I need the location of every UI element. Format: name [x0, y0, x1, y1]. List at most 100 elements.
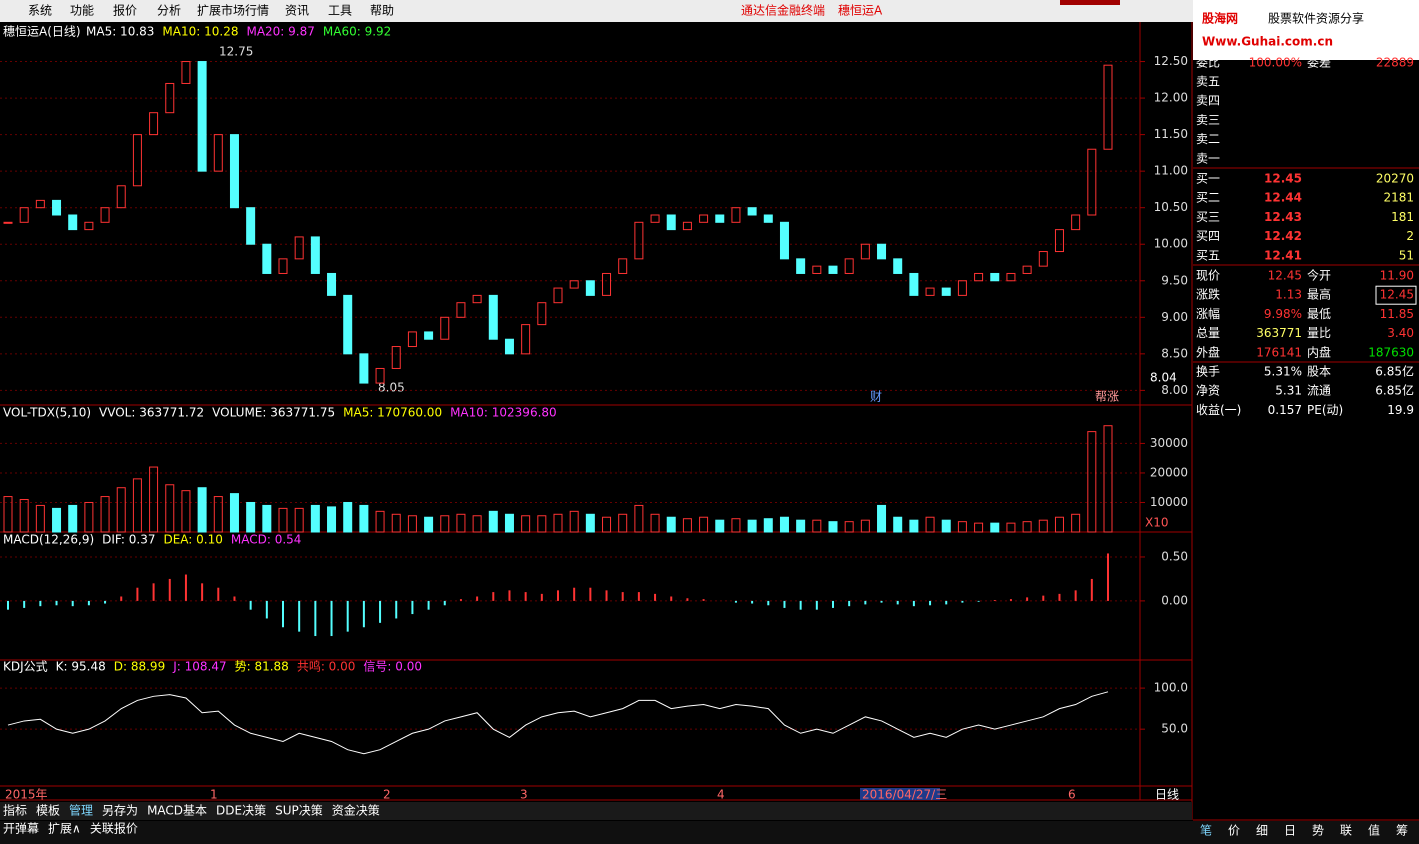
volume-bar	[116, 487, 126, 533]
candle	[213, 134, 223, 172]
menu-item[interactable]: 工具	[328, 4, 352, 18]
legend-text: VOLUME: 363771.75	[212, 406, 335, 420]
bottom-link[interactable]: 开弹幕	[3, 822, 39, 836]
cursor-price: 8.04	[1150, 371, 1177, 385]
candle	[747, 207, 757, 216]
watermark-url: Www.Guhai.com.cn	[1202, 35, 1333, 49]
volume-bar	[893, 516, 903, 533]
y-tick-label: 10.00	[1154, 237, 1188, 251]
y-tick-label: 11.50	[1154, 127, 1188, 141]
tab[interactable]: 资金决策	[332, 803, 380, 818]
quote-cell: 11.90	[1380, 269, 1414, 283]
menu-item[interactable]: 系统	[28, 4, 52, 18]
volume-bar	[213, 496, 223, 533]
x-tick-label: 6	[1068, 788, 1076, 802]
quote-cell: 3.40	[1387, 326, 1414, 340]
quote-cell: 5.31	[1275, 384, 1302, 398]
candle	[504, 338, 514, 355]
menu-item[interactable]: 帮助	[370, 4, 394, 18]
tab[interactable]: MACD基本	[147, 804, 207, 818]
candle	[1038, 251, 1048, 267]
tab[interactable]: DDE决策	[216, 804, 266, 818]
tab[interactable]: 管理	[69, 803, 93, 818]
y-tick-label: 12.00	[1154, 91, 1188, 105]
volume-bar	[1054, 516, 1064, 533]
volume-bar	[1022, 521, 1032, 533]
volume-bar	[504, 513, 514, 533]
menu-item[interactable]: 分析	[157, 4, 181, 18]
quote-cell: 股本	[1307, 365, 1331, 379]
candle	[731, 207, 741, 223]
candle	[844, 258, 854, 274]
buy-volume: 51	[1399, 248, 1414, 262]
candle	[19, 207, 29, 223]
volume-bar	[19, 499, 29, 533]
volume-bar	[327, 506, 337, 533]
legend-text: MA10: 10.28	[162, 25, 238, 39]
candle	[1087, 148, 1097, 216]
y-tick-label: 50.0	[1161, 722, 1188, 736]
candle	[407, 331, 417, 348]
volume-bar	[699, 516, 709, 533]
side-tab[interactable]: 联	[1340, 824, 1352, 838]
volume-bar	[278, 507, 288, 533]
x-tick-label: 3	[520, 788, 528, 802]
buy-label: 买三	[1196, 210, 1220, 224]
bottom-link[interactable]: 关联报价	[90, 821, 138, 836]
unit-label: X10	[1145, 516, 1169, 530]
candle	[941, 287, 951, 296]
chart-title: 穗恒运A(日线)	[3, 25, 81, 39]
candle	[666, 214, 676, 231]
buy-price: 12.43	[1264, 210, 1302, 224]
candle	[618, 258, 628, 274]
tab[interactable]: SUP决策	[275, 804, 323, 818]
candle	[3, 221, 13, 224]
menu-item[interactable]: 功能	[70, 4, 94, 18]
y-tick-label: 9.50	[1161, 273, 1188, 287]
order-top: 委比	[1196, 56, 1220, 70]
quote-cell: 11.85	[1380, 307, 1414, 321]
candle	[650, 214, 660, 223]
top-link[interactable]: 穗恒运A	[838, 4, 883, 18]
buy-volume: 2	[1406, 229, 1414, 243]
volume-bar	[666, 516, 676, 533]
quote-cell: 总量	[1196, 326, 1220, 340]
volume-bar	[812, 519, 822, 533]
legend-text: K: 95.48	[56, 660, 106, 674]
y-tick-label: 0.50	[1161, 549, 1188, 563]
menu-item[interactable]: 报价	[113, 3, 137, 18]
buy-price: 12.45	[1264, 172, 1302, 186]
candle	[165, 82, 175, 114]
volume-bar	[100, 496, 110, 533]
menu-item[interactable]: 资讯	[285, 4, 309, 18]
side-tab[interactable]: 筹	[1396, 824, 1408, 838]
side-tab[interactable]: 值	[1368, 823, 1380, 838]
marker: 帮涨	[1095, 389, 1119, 404]
volume-bar	[650, 513, 660, 533]
side-tab[interactable]: 日	[1284, 824, 1296, 838]
menu-item[interactable]: 扩展市场行情	[197, 3, 269, 18]
x-tick-label: 2015年	[5, 788, 48, 802]
candle	[52, 199, 62, 216]
side-tab[interactable]: 势	[1312, 824, 1324, 838]
volume-bar	[990, 522, 1000, 533]
candle	[957, 280, 967, 296]
side-tab[interactable]: 细	[1256, 824, 1268, 838]
bottom-link[interactable]: 扩展∧	[48, 822, 81, 836]
side-tab[interactable]: 价	[1228, 824, 1240, 838]
volume-bar	[229, 493, 239, 533]
tab[interactable]: 模板	[36, 804, 60, 818]
candle	[974, 272, 984, 282]
top-link[interactable]: 通达信金融终端	[741, 3, 825, 18]
volume-bar	[181, 490, 191, 533]
candle	[456, 302, 466, 318]
legend-text: MA20: 9.87	[246, 25, 314, 39]
tab[interactable]: 指标	[3, 803, 27, 818]
quote-cell: 6.85亿	[1375, 383, 1414, 398]
candle	[893, 258, 903, 274]
candle	[327, 272, 337, 296]
tab[interactable]: 另存为	[102, 804, 138, 818]
volume-bar	[391, 513, 401, 533]
candle	[699, 214, 709, 223]
side-tab[interactable]: 笔	[1200, 823, 1212, 838]
